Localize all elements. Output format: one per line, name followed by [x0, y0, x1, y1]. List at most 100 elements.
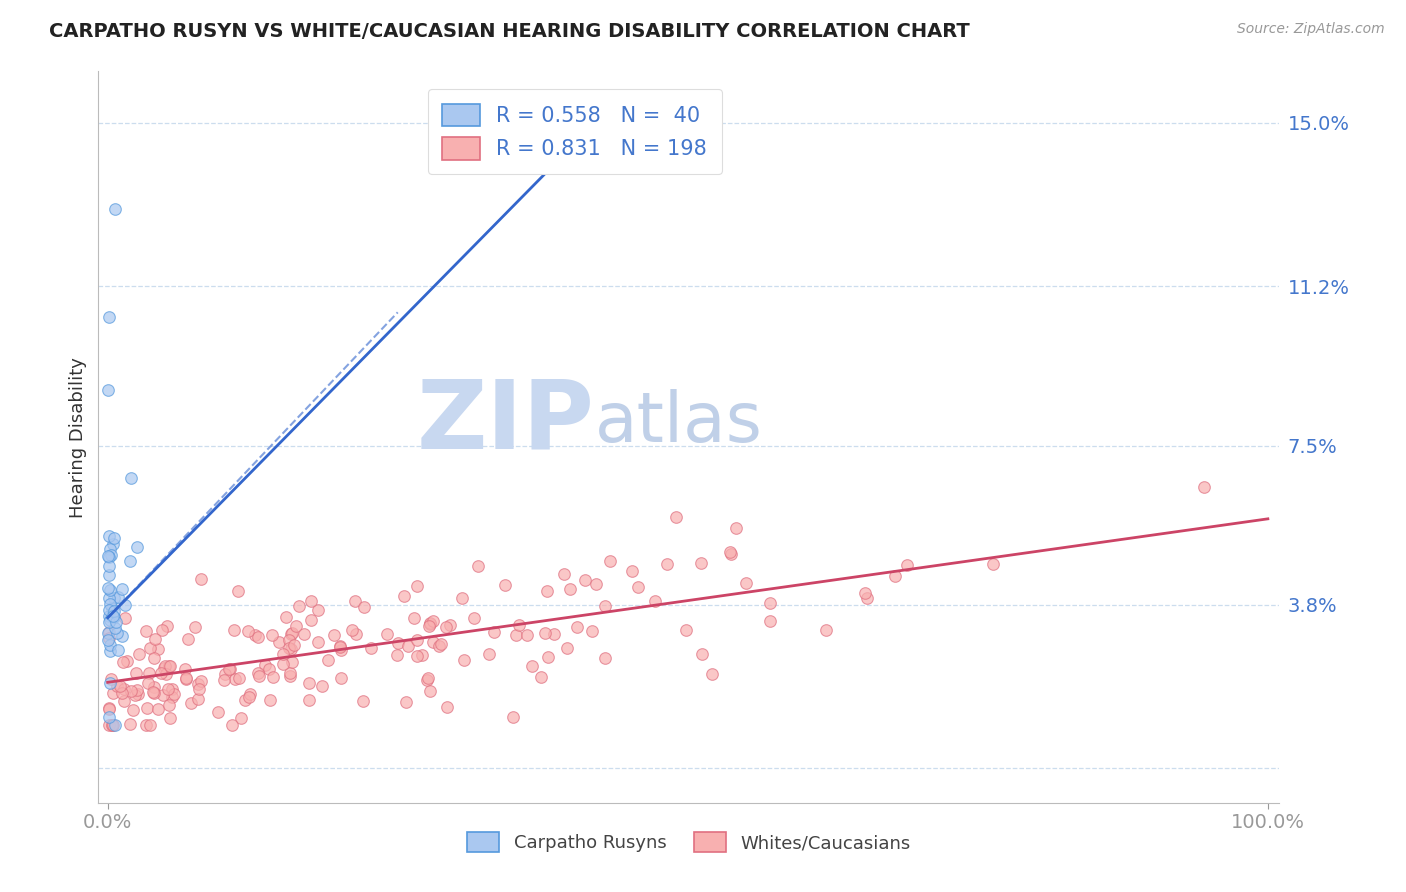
- Point: [343, 593, 366, 607]
- Point: [97, 632, 120, 647]
- Point: [143, 632, 166, 646]
- Point: [495, 578, 517, 592]
- Point: [278, 632, 301, 647]
- Point: [98, 529, 121, 543]
- Point: [329, 639, 352, 653]
- Point: [453, 653, 475, 667]
- Text: Source: ZipAtlas.com: Source: ZipAtlas.com: [1237, 22, 1385, 37]
- Point: [530, 670, 553, 684]
- Point: [396, 639, 419, 653]
- Point: [405, 579, 427, 593]
- Point: [360, 640, 382, 655]
- Point: [111, 655, 134, 669]
- Point: [690, 556, 713, 570]
- Point: [114, 599, 136, 613]
- Point: [152, 688, 174, 702]
- Point: [98, 559, 121, 574]
- Legend: Carpatho Rusyns, Whites/Caucasians: Carpatho Rusyns, Whites/Caucasians: [460, 825, 918, 860]
- Point: [815, 624, 838, 638]
- Point: [98, 644, 121, 658]
- Point: [120, 470, 142, 484]
- Point: [307, 635, 329, 649]
- Point: [103, 604, 125, 618]
- Point: [280, 641, 302, 656]
- Point: [280, 627, 302, 641]
- Point: [299, 594, 322, 608]
- Point: [127, 540, 149, 554]
- Point: [439, 618, 461, 632]
- Point: [111, 686, 134, 700]
- Point: [183, 620, 205, 634]
- Point: [422, 635, 444, 649]
- Point: [387, 648, 409, 662]
- Point: [187, 681, 209, 696]
- Point: [720, 547, 742, 561]
- Point: [581, 624, 603, 639]
- Point: [100, 718, 122, 732]
- Point: [520, 658, 543, 673]
- Point: [107, 642, 129, 657]
- Point: [626, 580, 648, 594]
- Point: [344, 627, 367, 641]
- Point: [226, 583, 249, 598]
- Point: [139, 640, 162, 655]
- Point: [238, 624, 260, 638]
- Point: [585, 577, 607, 591]
- Point: [214, 666, 236, 681]
- Point: [104, 718, 127, 732]
- Point: [434, 620, 457, 634]
- Point: [190, 674, 212, 689]
- Point: [143, 686, 166, 700]
- Point: [567, 619, 589, 633]
- Point: [98, 613, 121, 627]
- Point: [644, 594, 666, 608]
- Point: [160, 690, 183, 704]
- Point: [97, 549, 120, 563]
- Point: [533, 626, 555, 640]
- Point: [502, 710, 524, 724]
- Point: [146, 702, 169, 716]
- Point: [98, 541, 121, 556]
- Point: [221, 718, 243, 732]
- Point: [107, 591, 129, 605]
- Text: CARPATHO RUSYN VS WHITE/CAUCASIAN HEARING DISABILITY CORRELATION CHART: CARPATHO RUSYN VS WHITE/CAUCASIAN HEARIN…: [49, 22, 970, 41]
- Point: [101, 718, 124, 732]
- Point: [536, 584, 558, 599]
- Point: [543, 627, 565, 641]
- Point: [159, 658, 181, 673]
- Point: [311, 679, 333, 693]
- Point: [267, 635, 290, 649]
- Point: [105, 626, 128, 640]
- Point: [121, 703, 143, 717]
- Point: [419, 616, 441, 631]
- Point: [101, 718, 124, 732]
- Point: [101, 608, 124, 623]
- Point: [98, 568, 121, 582]
- Point: [411, 648, 433, 662]
- Point: [260, 627, 283, 641]
- Point: [387, 636, 409, 650]
- Point: [620, 564, 643, 578]
- Point: [136, 676, 159, 690]
- Point: [516, 628, 538, 642]
- Point: [142, 680, 165, 694]
- Point: [759, 614, 782, 628]
- Point: [353, 600, 375, 615]
- Point: [725, 521, 748, 535]
- Point: [690, 647, 713, 661]
- Point: [97, 625, 120, 640]
- Point: [138, 666, 160, 681]
- Point: [508, 618, 530, 632]
- Point: [159, 711, 181, 725]
- Point: [214, 673, 236, 687]
- Point: [505, 628, 527, 642]
- Point: [281, 626, 304, 640]
- Point: [128, 647, 150, 661]
- Point: [135, 624, 157, 638]
- Point: [299, 613, 322, 627]
- Point: [463, 611, 485, 625]
- Point: [101, 609, 124, 624]
- Point: [103, 591, 125, 606]
- Point: [593, 599, 616, 613]
- Point: [135, 718, 157, 732]
